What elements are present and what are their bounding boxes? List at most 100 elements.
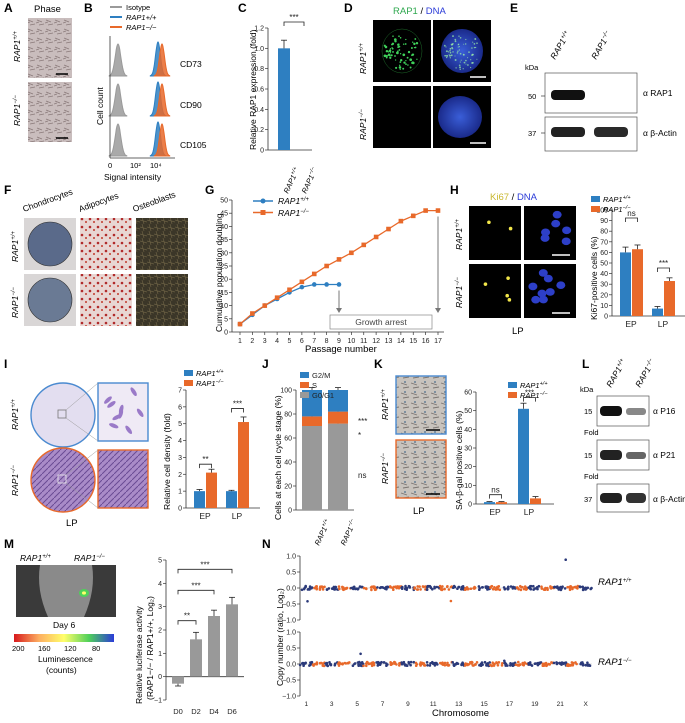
bar <box>208 616 220 677</box>
bar-segment <box>302 426 322 510</box>
rap1-focus-merge <box>456 52 459 54</box>
x-tick-label: 14 <box>397 338 405 345</box>
scale-label: Luminescence <box>38 654 93 664</box>
x-tick-label: 7 <box>312 338 316 345</box>
legend-ko: RAP1−/− <box>278 208 309 218</box>
copy-number-point <box>315 587 319 591</box>
copy-number-point <box>440 588 443 591</box>
y-tick-label: 100 <box>280 388 292 395</box>
rap1-focus-merge <box>454 59 457 61</box>
copy-number-point <box>460 663 463 667</box>
copy-number-point <box>369 586 373 589</box>
legend-ko: RAP1−/− <box>126 23 157 32</box>
panel-label-a: A <box>4 1 13 15</box>
y-tick-label: −1.0 <box>282 618 296 625</box>
x-tick-label: 5 <box>355 701 359 708</box>
copy-number-point <box>581 588 585 592</box>
copy-number-point <box>443 587 446 591</box>
marker-37: 37 <box>528 129 536 138</box>
y-tick-label: 70 <box>600 239 608 246</box>
rap1-focus-merge <box>445 50 448 53</box>
bar <box>278 48 290 151</box>
rap1-focus-merge <box>452 48 454 50</box>
rap1-focus <box>415 42 419 45</box>
copy-number-point <box>393 660 396 664</box>
histogram-peak <box>108 83 128 117</box>
rap1-focus-merge <box>459 52 462 55</box>
legend-swatch-ko <box>508 392 517 398</box>
data-point <box>386 226 391 232</box>
copy-number-point <box>339 662 343 666</box>
x-tick-label: EP <box>625 319 637 329</box>
copy-number-point <box>529 587 533 591</box>
panel-i: I RAP1+/+ RAP1−/− LP 0 1 2 3 4 5 6 7 EP LP RAP1+/+… <box>4 357 260 529</box>
panel-label-j: J <box>262 357 269 371</box>
copy-number-point <box>376 664 380 667</box>
arrest-arrowhead <box>336 308 342 313</box>
rap1-focus <box>405 59 407 62</box>
row-label-ko: RAP1−/− <box>380 453 390 484</box>
y-tick-label: 60 <box>464 390 472 397</box>
band-rap1-wt <box>551 90 585 100</box>
copy-number-point <box>506 664 509 667</box>
copy-number-point <box>409 660 413 664</box>
y-tick-label: 10 <box>220 303 228 310</box>
bar <box>664 281 675 316</box>
copy-number-point <box>351 664 355 667</box>
bar <box>194 491 205 508</box>
rap1-focus <box>398 66 402 69</box>
y-tick-label: 20 <box>464 464 472 471</box>
copy-number-point <box>495 587 499 590</box>
significance-bracket <box>625 217 638 222</box>
rap1-focus-merge <box>473 46 476 49</box>
rap1-focus <box>399 53 402 55</box>
rap1-focus <box>387 53 391 57</box>
copy-number-point <box>474 663 477 666</box>
y-tick-label: 20 <box>220 277 228 284</box>
copy-number-point <box>412 660 416 664</box>
row-label-ko: RAP1−/− <box>12 95 22 126</box>
tick-label: 10² <box>130 161 141 170</box>
copy-number-point <box>385 587 388 590</box>
copy-number-point <box>428 664 432 667</box>
band-actin-wt <box>551 127 585 137</box>
copy-number-point <box>378 662 382 666</box>
rap1-focus-merge <box>457 46 459 48</box>
copy-number-point <box>481 586 485 589</box>
data-point <box>250 311 255 316</box>
rap1-focus-merge <box>457 50 459 52</box>
copy-number-point <box>302 587 306 591</box>
rap1-focus-merge <box>452 51 454 53</box>
rap1-focus <box>397 46 400 49</box>
histogram-peak <box>153 123 171 157</box>
y-tick-label: 15 <box>220 290 228 297</box>
copy-number-point <box>362 586 366 590</box>
copy-number-point <box>516 664 520 667</box>
cell <box>125 425 133 435</box>
data-point <box>336 257 342 262</box>
rap1-focus <box>411 61 414 65</box>
y-tick-label: 40 <box>600 271 608 278</box>
rap1-focus <box>405 38 407 41</box>
y-axis-label: SA-β-gal positive cells (%) <box>454 410 464 510</box>
rap1-focus-merge <box>458 64 461 67</box>
adipo-image-wt <box>80 218 132 270</box>
significance-label: *** <box>525 389 534 398</box>
copy-number-point <box>405 664 409 667</box>
copy-number-point <box>511 662 515 665</box>
copy-number-point <box>528 661 532 664</box>
copy-number-point <box>460 588 463 591</box>
copy-number-outlier <box>564 558 567 561</box>
panel-label-e: E <box>510 1 518 15</box>
rap1-focus <box>409 66 412 69</box>
significance-label: ns <box>627 209 635 218</box>
bar <box>172 676 184 684</box>
x-tick-label: 1 <box>238 338 242 345</box>
copy-number-point <box>533 587 537 590</box>
x-tick-label: RAP1+/+ <box>313 517 333 546</box>
osteo-image-wt <box>136 218 188 270</box>
y-tick-label: 50 <box>600 261 608 268</box>
copy-number-point <box>491 587 495 591</box>
rap1-focus-merge <box>449 49 451 52</box>
